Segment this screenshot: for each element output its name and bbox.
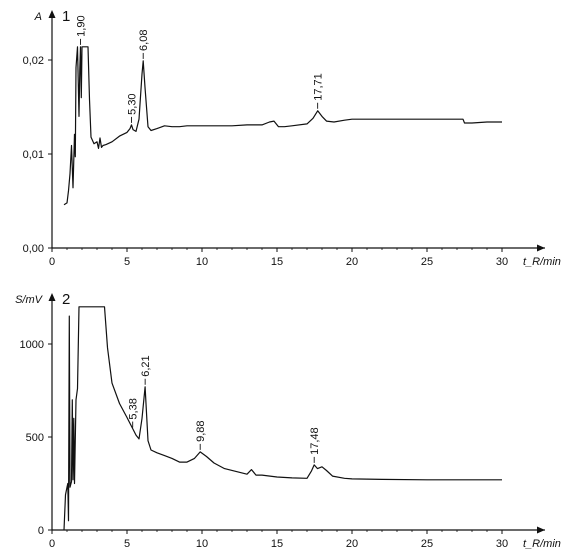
y-tick-label: 0,01 [23, 149, 44, 161]
y-axis-arrow [48, 293, 56, 301]
peak-label: 17,71 [313, 73, 325, 101]
chromatogram-panel-1: 0 5 10 15 20 25 30 0,00 0,01 0,02 A 1 t_R/min 1,90 5,3… [23, 8, 561, 268]
x-tick-label: 5 [124, 538, 130, 550]
peak-label: 9,88 [195, 420, 207, 441]
x-tick-label: 25 [421, 256, 433, 268]
peak-label: 5,38 [128, 398, 140, 419]
y-tick-label: 1000 [20, 339, 44, 351]
x-tick-label: 15 [271, 256, 283, 268]
chromatogram-trace [63, 306, 502, 531]
x-tick-label: 30 [496, 538, 508, 550]
x-axis-arrow [537, 244, 545, 252]
x-tick-label: 30 [496, 256, 508, 268]
peak-label: 6,21 [140, 355, 152, 376]
peak-label: 5,30 [127, 93, 139, 114]
y-axis-label: S/mV [15, 294, 44, 306]
y-axis-label: A [34, 11, 42, 23]
y-tick-label: 0,00 [23, 243, 44, 255]
panel-label: 2 [62, 291, 70, 308]
y-axis-arrow [48, 10, 56, 18]
y-tick-label: 500 [26, 432, 44, 444]
peak-label: 17,48 [309, 427, 321, 455]
x-tick-label: 0 [49, 538, 55, 550]
x-tick-label: 20 [346, 538, 358, 550]
x-tick-label: 15 [271, 538, 283, 550]
peak-label: 1,90 [76, 15, 88, 36]
y-tick-label: 0,02 [23, 55, 44, 67]
x-tick-label: 25 [421, 538, 433, 550]
x-axis-arrow [537, 526, 545, 534]
y-tick-label: 0 [38, 525, 44, 537]
chromatogram-trace [63, 46, 502, 206]
chromatogram-panel-2: 0 5 10 15 20 25 30 0 500 1000 S/mV 2 t_R/min 5,38 6,21… [15, 291, 561, 550]
x-tick-label: 10 [196, 538, 208, 550]
x-tick-label: 5 [124, 256, 130, 268]
x-axis-label: t_R/min [523, 538, 561, 550]
x-tick-label: 20 [346, 256, 358, 268]
peak-label: 6,08 [138, 30, 150, 51]
x-tick-label: 0 [49, 256, 55, 268]
x-tick-label: 10 [196, 256, 208, 268]
panel-label: 1 [62, 8, 70, 25]
x-axis-label: t_R/min [523, 256, 561, 268]
